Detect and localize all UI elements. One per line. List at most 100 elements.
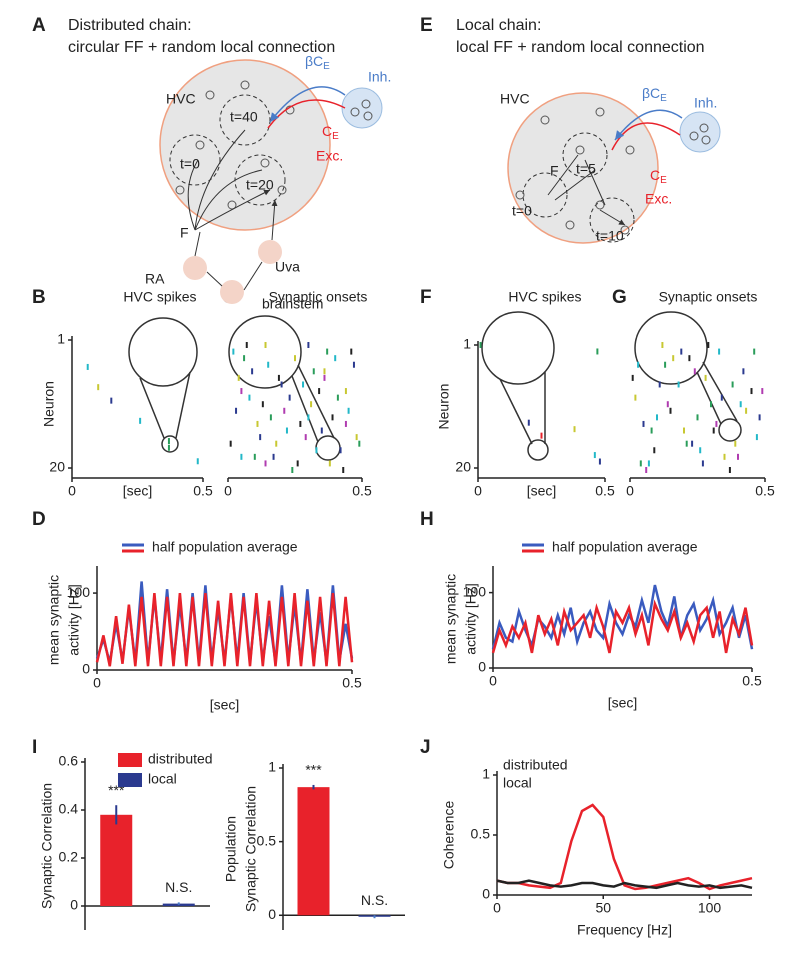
y-axis-label: Coherence [441, 801, 457, 870]
y-tick-label: 100 [463, 583, 487, 599]
x-tick-label: 0 [224, 483, 232, 499]
diagram-label: RA [145, 271, 165, 287]
y-tick-label: 0 [268, 906, 276, 922]
bar [297, 787, 330, 916]
diagram-label: t=40 [230, 109, 258, 125]
y-tick-label: 100 [67, 584, 91, 600]
diagram-label: C [322, 123, 332, 139]
y-tick-label: 1 [463, 336, 471, 352]
panel-letter: F [420, 287, 432, 308]
x-tick-label: 0.5 [755, 483, 775, 499]
annotation: *** [305, 762, 322, 778]
y-tick-label: 1 [268, 759, 276, 775]
x-tick-label: 100 [698, 900, 722, 916]
panel-letter: B [32, 287, 46, 308]
y-tick-label: 0.5 [471, 826, 491, 842]
diagram-label: CE [322, 123, 339, 142]
zoom-insets [128, 311, 742, 461]
y-axis-label: Neuron [41, 381, 57, 427]
x-axis-label: [sec] [527, 483, 557, 499]
x-axis-label: [sec] [608, 695, 638, 711]
panel-letter: I [32, 737, 37, 758]
y-tick-label: 0 [482, 886, 490, 902]
legend-label: distributed [503, 757, 568, 773]
y-tick-label: 0.2 [59, 849, 79, 865]
x-axis-label: Frequency [Hz] [577, 922, 672, 938]
line [95, 581, 354, 663]
x-tick-label: 0.5 [742, 673, 762, 689]
legend-swatch [118, 773, 142, 787]
y-axis-label: Population [223, 816, 239, 882]
diagram-subtitle: local FF + random local connection [456, 39, 705, 56]
diagram-label: t=5 [576, 161, 596, 177]
diagram-label: E [660, 93, 667, 104]
legend-label: local [503, 775, 532, 791]
panel-letter: A [32, 15, 46, 36]
y-axis-label: mean synaptic [46, 575, 62, 665]
y-tick-label: 20 [455, 459, 471, 475]
legend-label: half population average [152, 539, 298, 555]
x-tick-label: 0.5 [595, 483, 615, 499]
x-tick-label: 0 [68, 483, 76, 499]
diagram-label: HVC [500, 91, 530, 107]
y-tick-label: 0.5 [257, 832, 277, 848]
line [491, 599, 754, 654]
x-axis-label: [sec] [123, 483, 153, 499]
x-tick-label: 0 [493, 900, 501, 916]
y-axis-label: mean synaptic [443, 574, 459, 664]
diagram-label: βCE [642, 85, 667, 104]
x-tick-label: 50 [595, 900, 611, 916]
chart-title: Synaptic onsets [269, 289, 368, 305]
x-tick-label: 0 [93, 675, 101, 691]
legend-label: half population average [552, 539, 698, 555]
diagram-label: brainstem [262, 296, 323, 312]
x-tick-label: 0.5 [352, 483, 372, 499]
chart-title: Synaptic onsets [659, 289, 758, 305]
x-tick-label: 0 [489, 673, 497, 689]
diagram-label: F [550, 163, 559, 179]
diagram-label: t=0 [512, 203, 532, 219]
legend-label: local [148, 771, 177, 787]
line [496, 803, 753, 891]
y-axis-label: activity [Hz] [66, 584, 82, 656]
line [496, 879, 753, 890]
x-axis-label: [sec] [210, 697, 240, 713]
diagram-a: Distributed chain: circular FF + random … [68, 17, 391, 311]
diagram-label: E [332, 131, 339, 142]
y-axis-label: activity [Hz] [463, 583, 479, 655]
x-tick-label: 0 [626, 483, 634, 499]
diagram-title: Distributed chain: [68, 17, 192, 34]
diagram-label: CE [650, 167, 667, 186]
diagram-label: HVC [166, 91, 196, 107]
diagram-label: F [180, 225, 189, 241]
diagram-subtitle: circular FF + random local connection [68, 39, 335, 56]
diagram-label: t=20 [246, 177, 274, 193]
diagram-label: Exc. [316, 148, 343, 164]
diagram-label: C [650, 167, 660, 183]
line [95, 592, 354, 667]
panel-letter: H [420, 509, 434, 530]
annotation: N.S. [361, 892, 388, 908]
panel-letter: G [612, 287, 627, 308]
x-tick-label: 0.5 [342, 675, 362, 691]
y-tick-label: 0 [478, 659, 486, 675]
y-tick-label: 0.6 [59, 753, 79, 769]
y-tick-label: 1 [482, 766, 490, 782]
y-tick-label: 1 [57, 331, 65, 347]
panel-letter: D [32, 509, 46, 530]
line [491, 584, 754, 650]
panel-letter: E [420, 15, 433, 36]
bar [100, 814, 133, 906]
y-tick-label: 0 [70, 897, 78, 913]
diagram-label: E [323, 61, 330, 72]
chart-title: HVC spikes [123, 289, 196, 305]
diagram-label: Inh. [368, 69, 391, 85]
y-tick-label: 20 [49, 459, 65, 475]
diagram-label: E [660, 175, 667, 186]
legend-label: distributed [148, 751, 213, 767]
y-tick-label: 0.4 [59, 801, 79, 817]
diagram-label: t=0 [180, 156, 200, 172]
diagram-label: βC [642, 85, 660, 101]
y-tick-label: 0 [82, 661, 90, 677]
